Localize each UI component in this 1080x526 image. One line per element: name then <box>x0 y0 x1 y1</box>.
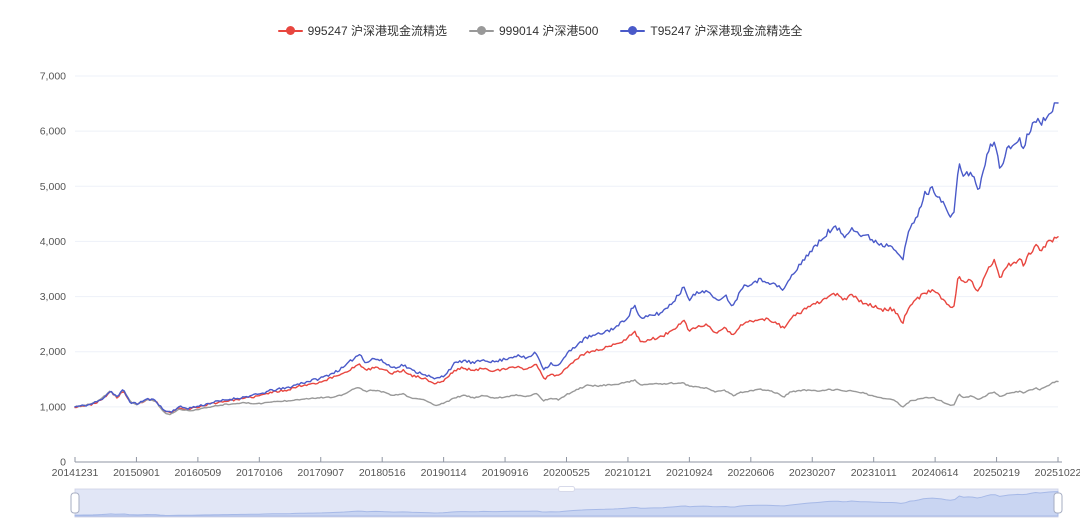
x-axis-label: 20250219 <box>973 467 1020 479</box>
y-axis-label: 6,000 <box>40 126 66 138</box>
datazoom-data-shadow <box>74 491 1059 517</box>
x-axis-label: 20240614 <box>912 467 959 479</box>
line-dot-marker-icon <box>620 26 646 36</box>
series-line-1[interactable] <box>74 379 1059 416</box>
y-axis-label: 4,000 <box>40 236 66 248</box>
datazoom-left-handle[interactable] <box>70 492 80 514</box>
y-axis-label: 0 <box>60 457 66 469</box>
datazoom-move-handle[interactable] <box>558 486 575 492</box>
legend-item-T95247[interactable]: T95247 沪深港现金流精选全 <box>620 24 802 38</box>
legend-item-995247[interactable]: 995247 沪深港现金流精选 <box>277 24 447 38</box>
x-axis-label: 20190916 <box>482 467 529 479</box>
y-axis-label: 1,000 <box>40 401 66 413</box>
x-axis-label: 20251022 <box>1035 467 1080 479</box>
x-axis-label: 20170907 <box>297 467 344 479</box>
line-dot-marker-icon <box>277 26 303 36</box>
legend-item-999014[interactable]: 999014 沪深港500 <box>468 24 599 38</box>
x-axis-label: 20170106 <box>236 467 283 479</box>
line-dot-marker-icon <box>468 26 494 36</box>
y-axis-label: 7,000 <box>40 71 66 83</box>
legend-label: T95247 沪深港现金流精选全 <box>650 24 803 38</box>
x-axis-label: 20180516 <box>359 467 406 479</box>
y-axis-label: 2,000 <box>40 346 66 358</box>
x-axis-label: 20210121 <box>605 467 652 479</box>
x-axis-label: 20220606 <box>727 467 774 479</box>
series-line-0[interactable] <box>74 236 1059 414</box>
y-axis-label: 5,000 <box>40 181 66 193</box>
legend-label: 995247 沪深港现金流精选 <box>307 24 447 38</box>
datazoom-right-handle[interactable] <box>1053 492 1063 514</box>
y-axis-label: 3,000 <box>40 291 66 303</box>
x-axis-label: 20190114 <box>421 467 467 479</box>
x-axis-label: 20230207 <box>789 467 836 479</box>
x-axis-label: 20150901 <box>113 467 160 479</box>
series-line-2[interactable] <box>74 102 1059 413</box>
x-axis-label: 20231011 <box>851 467 897 479</box>
datazoom-selected-region[interactable] <box>75 489 1058 517</box>
x-axis-label: 20210924 <box>666 467 713 479</box>
x-axis-label: 20160509 <box>175 467 222 479</box>
x-axis-label: 20200525 <box>543 467 590 479</box>
x-axis-label: 20141231 <box>52 467 99 479</box>
legend: 995247 沪深港现金流精选 999014 沪深港500 T95247 沪深港… <box>0 22 1080 40</box>
legend-label: 999014 沪深港500 <box>498 24 599 38</box>
